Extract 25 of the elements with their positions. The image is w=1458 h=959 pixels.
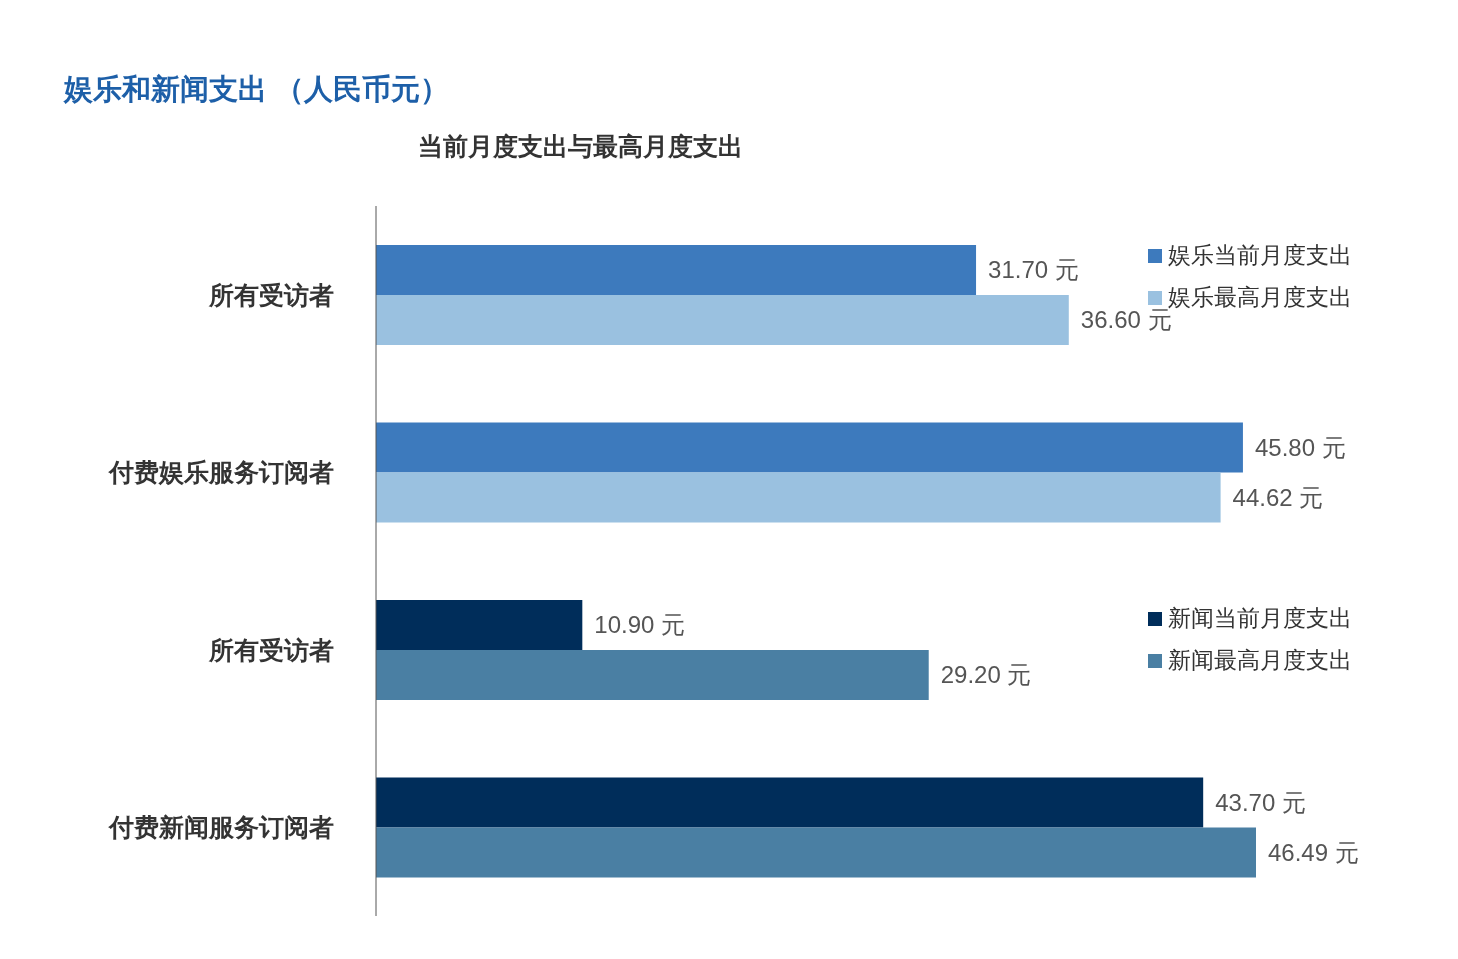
legend-label: 新闻最高月度支出: [1168, 646, 1352, 675]
legend-label: 娱乐当前月度支出: [1168, 241, 1352, 270]
data-label: 43.70 元: [1215, 788, 1306, 816]
bar: [376, 600, 583, 651]
data-label: 10.90 元: [594, 611, 686, 639]
data-label: 45.80 元: [1254, 433, 1346, 461]
bar: [376, 777, 1204, 828]
legend-label: 新闻当前月度支出: [1168, 604, 1352, 633]
y-tick-label: 付费新闻服务订阅者: [108, 813, 334, 842]
bar: [376, 245, 977, 296]
data-label: 29.20 元: [940, 661, 1032, 689]
y-tick-label: 所有受访者: [208, 635, 334, 664]
bar: [376, 827, 1256, 878]
bar: [376, 295, 1069, 346]
y-tick-label: 所有受访者: [208, 280, 334, 309]
bar: [376, 422, 1243, 473]
y-tick-label: 付费娱乐服务订阅者: [108, 458, 334, 487]
chart-title: 娱乐和新闻支出 （人民币元）: [64, 72, 450, 107]
data-label: 46.49 元: [1268, 838, 1359, 866]
chart-subtitle: 当前月度支出与最高月度支出: [418, 131, 743, 162]
data-label: 44.62 元: [1232, 483, 1324, 511]
bar: [376, 650, 929, 701]
legend-label: 娱乐最高月度支出: [1168, 283, 1352, 310]
data-label: 31.70 元: [988, 256, 1079, 284]
bar: [376, 472, 1221, 523]
